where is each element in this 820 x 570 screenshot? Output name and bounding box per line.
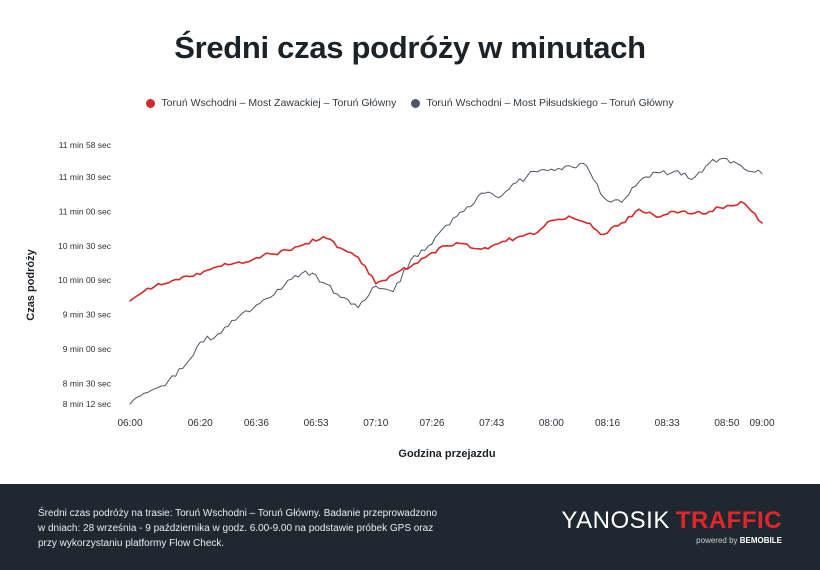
y-tick-label: 9 min 30 sec [63, 310, 112, 320]
legend-label-series2: Toruń Wschodni – Most Piłsudskiego – Tor… [426, 97, 674, 109]
legend-marker-grey [411, 98, 421, 108]
y-axis-ticks: 8 min 12 sec 8 min 30 sec 9 min 00 sec 9 mi… [58, 140, 112, 409]
x-tick-label: 08:33 [655, 418, 680, 429]
footer-line-2: w dniach: 28 września - 9 października w… [38, 523, 434, 534]
x-tick-label: 08:50 [714, 418, 739, 429]
brand-tagline: powered by BEMOBILE [561, 536, 782, 545]
brand-powered-by: powered by [696, 536, 738, 545]
brand-name-part2: TRAFFIC [675, 507, 782, 534]
y-tick-label: 10 min 00 sec [58, 275, 112, 285]
chart-legend: Toruń Wschodni – Most Zawackiej – Toruń … [0, 97, 820, 111]
x-tick-label: 06:00 [117, 418, 142, 429]
footer-line-1: Średni czas podróży na trasie: Toruń Wsc… [38, 508, 438, 519]
footer-line-3: przy wykorzystaniu platformy Flow Check. [38, 538, 225, 549]
y-tick-label: 10 min 30 sec [58, 241, 112, 251]
y-tick-label: 9 min 00 sec [63, 344, 112, 354]
series-line-zawackiej [129, 200, 763, 302]
y-tick-label: 8 min 12 sec [63, 399, 112, 409]
x-tick-label: 08:16 [595, 418, 620, 429]
legend-marker-red [146, 98, 156, 108]
line-chart: 8 min 12 sec 8 min 30 sec 9 min 00 sec 9 mi… [25, 140, 775, 460]
x-tick-label: 07:26 [419, 418, 444, 429]
chart-title: Średni czas podróży w minutach [174, 30, 646, 65]
x-axis-ticks: 06:00 06:20 06:36 06:53 07:10 07:26 07:43 08:00… [117, 418, 774, 429]
legend-item-series2[interactable]: Toruń Wschodni – Most Piłsudskiego – Tor… [411, 97, 674, 109]
y-tick-label: 11 min 58 sec [59, 140, 112, 150]
y-axis-label: Czas podróży [25, 248, 37, 320]
x-tick-label: 08:00 [539, 418, 564, 429]
x-axis-label: Godzina przejazdu [398, 448, 495, 460]
x-tick-label: 07:43 [479, 418, 504, 429]
brand-company: BEMOBILE [739, 536, 782, 545]
brand-logo: YANOSIK TRAFFIC powered by BEMOBILE [561, 507, 782, 546]
footer-description: Średni czas podróży na trasie: Toruń Wsc… [38, 506, 498, 551]
x-tick-label: 06:53 [304, 418, 329, 429]
series-line-pilsudskiego [129, 157, 763, 405]
brand-name-part1: YANOSIK [561, 507, 670, 534]
series-lines [129, 157, 763, 405]
y-tick-label: 8 min 30 sec [63, 378, 112, 388]
x-tick-label: 09:00 [749, 418, 774, 429]
y-tick-label: 11 min 30 sec [59, 172, 112, 182]
y-tick-label: 11 min 00 sec [59, 206, 112, 216]
x-tick-label: 06:36 [244, 418, 269, 429]
legend-label-series1: Toruń Wschodni – Most Zawackiej – Toruń … [161, 97, 397, 109]
footer-bar: Średni czas podróży na trasie: Toruń Wsc… [0, 484, 820, 570]
legend-item-series1[interactable]: Toruń Wschodni – Most Zawackiej – Toruń … [146, 97, 396, 109]
x-tick-label: 06:20 [188, 418, 213, 429]
x-tick-label: 07:10 [363, 418, 388, 429]
